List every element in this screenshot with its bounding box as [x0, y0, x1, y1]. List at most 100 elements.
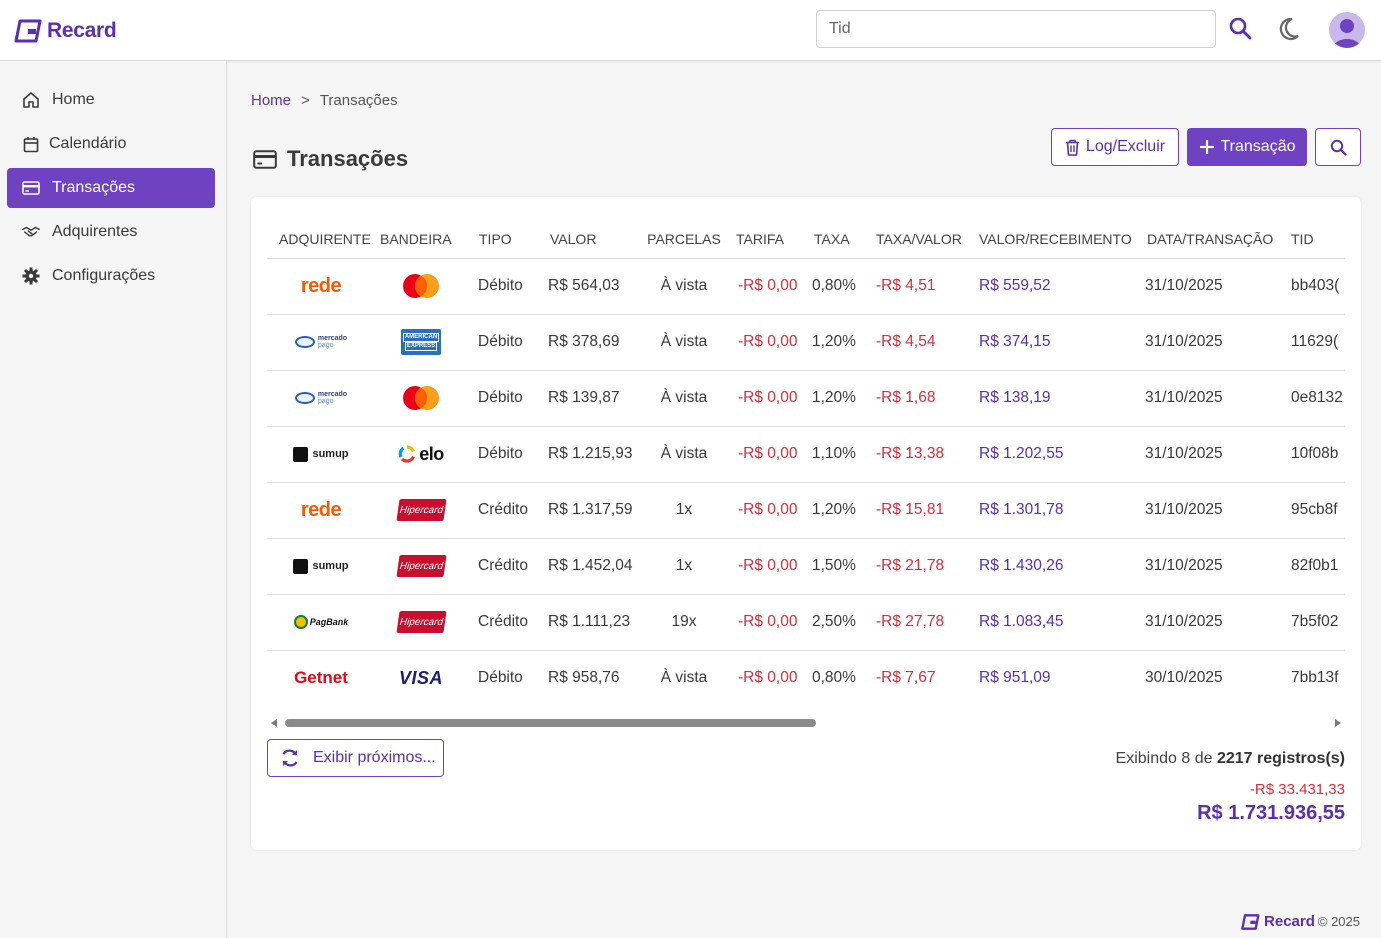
footer-copyright: © 2025: [1317, 914, 1360, 929]
horizontal-scrollbar[interactable]: [267, 715, 1345, 731]
records-summary-count: 2217 registros(s): [1216, 750, 1345, 767]
scrollbar-thumb[interactable]: [285, 719, 816, 727]
column-header[interactable]: TAXA: [806, 213, 868, 259]
scroll-left-arrow[interactable]: [271, 719, 277, 727]
new-transaction-button[interactable]: Transação: [1187, 128, 1307, 166]
table-row[interactable]: Getnet VISA Débito R$ 958,76 À vista -R$ 0,00…: [267, 650, 1345, 700]
bandeira-cell: Hipercard: [375, 538, 467, 595]
new-transaction-label: Transação: [1220, 138, 1296, 155]
column-header[interactable]: VALOR: [538, 213, 640, 259]
filter-search-button[interactable]: [1315, 128, 1361, 166]
mercadopago-logo-top: mercado: [317, 391, 348, 398]
tid-cell: 7b5f02: [1287, 594, 1345, 651]
column-header[interactable]: PARCELAS: [640, 213, 728, 259]
column-header[interactable]: TAXA/VALOR: [868, 213, 975, 259]
mercadopago-logo-mark: [294, 392, 315, 404]
rede-logo-text: rede: [300, 274, 342, 297]
table-row[interactable]: sumup Hipercard Crédito R$ 1.452,04 1x -R$ 0,…: [267, 538, 1345, 595]
sidebar-item-transacoes[interactable]: Transações: [7, 168, 215, 208]
tarifa-cell: -R$ 0,00: [728, 650, 806, 700]
sidebar-item-calendario[interactable]: Calendário: [7, 124, 215, 164]
hipercard-brand-logo: Hipercard: [375, 483, 467, 538]
recebimento-cell: R$ 1.083,45: [975, 594, 1141, 651]
mercadopago-acquirer-logo: mercado pago: [267, 315, 375, 370]
data-cell: 31/10/2025: [1141, 258, 1287, 315]
app-logo[interactable]: Recard: [14, 19, 117, 43]
tarifa-cell: -R$ 0,00: [728, 258, 806, 315]
tipo-cell: Débito: [467, 258, 538, 315]
sidebar-item-adquirentes[interactable]: Adquirentes: [7, 212, 215, 252]
tarifa-cell: -R$ 0,00: [728, 538, 806, 595]
bandeira-cell: [375, 258, 467, 315]
column-header[interactable]: VALOR/RECEBIMENTO: [975, 213, 1141, 259]
trash-icon: [1065, 139, 1079, 156]
records-summary-prefix: Exibindo 8 de: [1115, 750, 1217, 767]
column-header[interactable]: TARIFA: [728, 213, 806, 259]
total-fees: -R$ 33.431,33: [1249, 781, 1345, 798]
valor-cell: R$ 1.452,04: [538, 538, 640, 595]
taxa-cell: 1,50%: [806, 538, 868, 595]
taxa-cell: 0,80%: [806, 650, 868, 700]
page-footer: Recard © 2025: [1241, 913, 1360, 930]
adquirente-cell: rede: [267, 258, 375, 315]
tipo-cell: Crédito: [467, 538, 538, 595]
tid-cell: 82f0b1: [1287, 538, 1345, 595]
table-row[interactable]: sumup elo Débito R$ 1.215,93 À vista -R$ 0,00…: [267, 426, 1345, 483]
log-excluir-button[interactable]: Log/Excluir: [1051, 128, 1179, 166]
valor-cell: R$ 1.215,93: [538, 426, 640, 483]
user-avatar[interactable]: [1329, 12, 1365, 48]
tarifa-cell: -R$ 0,00: [728, 594, 806, 651]
plus-icon: [1199, 140, 1214, 154]
mercadopago-logo-top: mercado: [317, 335, 348, 342]
table-row[interactable]: PagBank Hipercard Crédito R$ 1.111,23 19x -R$…: [267, 594, 1345, 651]
data-cell: 31/10/2025: [1141, 426, 1287, 483]
mercadopago-logo-bottom: pago: [317, 398, 334, 405]
table-row[interactable]: mercado pago Débito R$ 139,87 À vista -R$ 0,0…: [267, 370, 1345, 427]
recebimento-cell: R$ 1.202,55: [975, 426, 1141, 483]
table-row[interactable]: rede Débito R$ 564,03 À vista -R$ 0,00 0,80% -…: [267, 258, 1345, 315]
tid-cell: 7bb13f: [1287, 650, 1345, 700]
hipercard-brand-logo: Hipercard: [375, 595, 467, 650]
dark-mode-moon-icon[interactable]: [1278, 17, 1300, 41]
pagbank-logo-mark: [293, 615, 308, 629]
tid-cell: bb403(: [1287, 258, 1345, 315]
parcelas-cell: À vista: [640, 426, 728, 483]
footer-logo-text: Recard: [1264, 913, 1315, 930]
adquirente-cell: mercado pago: [267, 314, 375, 371]
hipercard-logo-text: Hipercard: [395, 499, 447, 521]
table-header-row: ADQUIRENTE BANDEIRA TIPO VALOR PARCELAS TARIF…: [267, 213, 1345, 259]
amex-logo-top: AMERICAN: [402, 333, 440, 342]
taxa-cell: 1,20%: [806, 482, 868, 539]
table-row[interactable]: rede Hipercard Crédito R$ 1.317,59 1x -R$ 0,0…: [267, 482, 1345, 539]
transactions-table: ADQUIRENTE BANDEIRA TIPO VALOR PARCELAS TARIF…: [267, 213, 1345, 700]
valor-cell: R$ 139,87: [538, 370, 640, 427]
home-icon: [22, 91, 40, 109]
adquirente-cell: Getnet: [267, 650, 375, 700]
tid-search-input[interactable]: [816, 10, 1216, 48]
tipo-cell: Débito: [467, 426, 538, 483]
bandeira-cell: Hipercard: [375, 594, 467, 651]
column-header[interactable]: ADQUIRENTE: [267, 213, 375, 259]
taxa-cell: 2,50%: [806, 594, 868, 651]
data-cell: 31/10/2025: [1141, 594, 1287, 651]
column-header[interactable]: BANDEIRA: [375, 213, 467, 259]
bandeira-cell: Hipercard: [375, 482, 467, 539]
column-header[interactable]: TIPO: [467, 213, 538, 259]
search-icon[interactable]: [1228, 16, 1252, 40]
column-header[interactable]: DATA/TRANSAÇÃO: [1141, 213, 1287, 259]
sidebar-item-home[interactable]: Home: [7, 80, 215, 120]
column-header[interactable]: TID: [1287, 213, 1345, 259]
hipercard-logo-text: Hipercard: [395, 611, 447, 633]
parcelas-cell: 1x: [640, 538, 728, 595]
scroll-right-arrow[interactable]: [1335, 719, 1341, 727]
table-row[interactable]: mercado pago AMERICAN EXPRESS Débito R$ 378,6…: [267, 314, 1345, 371]
adquirente-cell: rede: [267, 482, 375, 539]
taxa-valor-cell: -R$ 1,68: [868, 370, 975, 427]
show-more-button[interactable]: Exibir próximos...: [267, 739, 444, 777]
refresh-icon: [282, 749, 298, 767]
mastercard-brand-logo: [375, 259, 467, 314]
tipo-cell: Débito: [467, 314, 538, 371]
breadcrumb-home-link[interactable]: Home: [251, 92, 292, 109]
sidebar-item-configuracoes[interactable]: Configurações: [7, 256, 215, 296]
rede-logo-text: rede: [300, 498, 342, 521]
